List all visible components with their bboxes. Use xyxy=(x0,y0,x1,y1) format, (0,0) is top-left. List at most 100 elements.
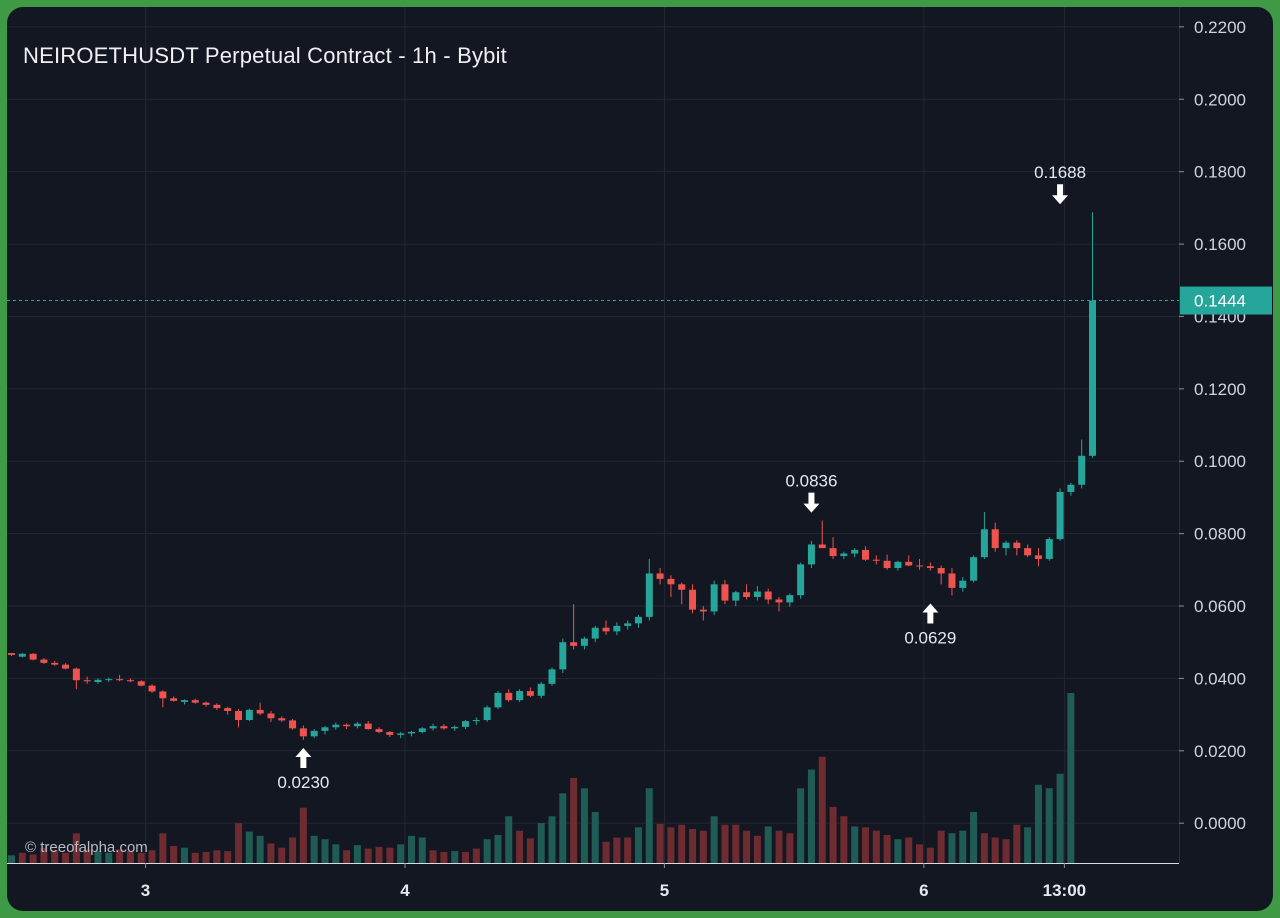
candle-body xyxy=(375,729,383,732)
volume-bar xyxy=(905,837,913,863)
volume-bar xyxy=(213,850,221,863)
volume-bar xyxy=(959,830,967,863)
candle-body xyxy=(721,584,729,601)
candle-body xyxy=(851,549,859,554)
candle-body xyxy=(1024,548,1032,556)
candle-body xyxy=(1045,539,1053,559)
candle-body xyxy=(505,692,513,701)
candle-body xyxy=(1089,300,1096,456)
volume-bar xyxy=(937,830,945,863)
candle-body xyxy=(407,731,415,734)
volume-bar xyxy=(948,833,956,863)
candle-body xyxy=(905,561,913,566)
volume-bar xyxy=(829,806,837,863)
x-tick-label: 13:00 xyxy=(1043,881,1086,900)
candle-body xyxy=(937,568,945,574)
volume-bar xyxy=(72,833,80,863)
candle-body xyxy=(245,709,253,721)
volume-bar xyxy=(105,852,113,863)
candle-body xyxy=(1056,492,1064,540)
volume-bar xyxy=(180,847,188,863)
candle-body xyxy=(235,710,243,721)
candle-body xyxy=(743,592,751,597)
candle-body xyxy=(494,692,502,708)
candlestick-chart[interactable]: 0.22000.20000.18000.16000.14000.12000.10… xyxy=(7,7,1273,911)
y-tick-label: 0.0200 xyxy=(1194,742,1246,761)
volume-bar xyxy=(872,830,880,863)
annotation-label: 0.0230 xyxy=(277,773,329,792)
y-tick-label: 0.2200 xyxy=(1194,18,1246,37)
candle-body xyxy=(18,653,26,657)
candle-body xyxy=(991,529,999,549)
candle-body xyxy=(256,709,264,714)
volume-bar xyxy=(634,827,642,863)
candle-body xyxy=(580,638,588,646)
y-tick-label: 0.0400 xyxy=(1194,669,1246,688)
candle-body xyxy=(170,698,178,701)
candle-body xyxy=(299,728,307,737)
candle-body xyxy=(916,565,924,567)
volume-bar xyxy=(472,848,480,863)
volume-bar xyxy=(440,851,448,863)
volume-bar xyxy=(224,851,232,863)
candle-body xyxy=(94,679,102,683)
candle-body xyxy=(343,724,351,727)
candle-body xyxy=(883,560,891,569)
volume-bar xyxy=(1045,788,1053,863)
candle-body xyxy=(397,733,405,735)
last-price-label: 0.1444 xyxy=(1194,292,1246,311)
candle-body xyxy=(732,592,740,601)
volume-bar xyxy=(483,839,491,863)
candle-body xyxy=(775,599,783,603)
volume-bar xyxy=(62,852,70,863)
candle-body xyxy=(332,724,340,728)
volume-bar xyxy=(537,823,545,863)
volume-bar xyxy=(797,788,805,863)
candle-body xyxy=(537,683,545,696)
volume-bar xyxy=(40,847,48,863)
candle-body xyxy=(29,653,37,660)
volume-bar xyxy=(861,827,869,863)
volume-bar xyxy=(743,830,751,863)
volume-bar xyxy=(710,816,718,863)
volume-bar xyxy=(353,845,361,863)
candle-body xyxy=(51,662,59,665)
volume-bar xyxy=(83,849,91,863)
volume-bar xyxy=(245,831,253,863)
candle-body xyxy=(116,679,124,681)
volume-bar xyxy=(970,812,978,863)
volume-bar xyxy=(753,835,761,863)
volume-bar xyxy=(256,835,264,863)
candle-body xyxy=(278,718,286,721)
volume-bar xyxy=(1024,827,1032,863)
volume-bar xyxy=(1013,824,1021,863)
volume-bar xyxy=(559,793,567,863)
y-tick-label: 0.0800 xyxy=(1194,525,1246,544)
candle-body xyxy=(353,723,361,727)
candle-body xyxy=(559,642,567,670)
volume-bar xyxy=(310,835,318,863)
candle-body xyxy=(613,625,621,632)
volume-bar xyxy=(807,769,815,863)
candle-body xyxy=(710,584,718,612)
annotation-arrow-up xyxy=(922,603,939,624)
volume-bar xyxy=(980,833,988,863)
candle-body xyxy=(40,659,48,663)
candle-body xyxy=(386,731,394,735)
volume-bar xyxy=(332,844,340,863)
candle-body xyxy=(451,726,459,729)
volume-bar xyxy=(235,823,243,863)
y-tick-label: 0.1000 xyxy=(1194,452,1246,471)
volume-bar xyxy=(29,854,37,863)
volume-bar xyxy=(94,851,102,863)
volume-bar xyxy=(407,835,415,863)
volume-bar xyxy=(721,824,729,863)
volume-bar xyxy=(170,846,178,863)
volume-bar xyxy=(116,849,124,863)
x-tick-label: 6 xyxy=(919,881,928,900)
volume-bar xyxy=(678,824,686,863)
volume-bar xyxy=(916,844,924,863)
candle-body xyxy=(191,700,199,703)
volume-bar xyxy=(613,837,621,863)
candle-body xyxy=(516,691,524,701)
